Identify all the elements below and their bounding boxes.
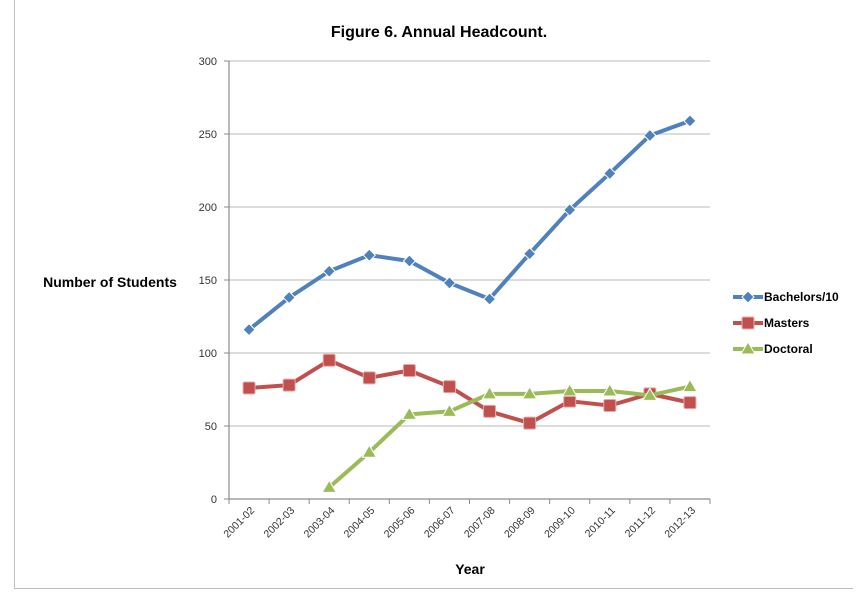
y-tick-label: 300: [199, 56, 217, 68]
series-line-doctoral: [327, 384, 691, 489]
x-tick-label: 2005-06: [382, 505, 418, 541]
data-point-doctoral: [401, 406, 418, 420]
y-tick-label: 200: [199, 202, 217, 214]
x-tick-label: 2010-11: [583, 505, 618, 540]
x-tick-label: 2004-05: [342, 505, 378, 541]
x-tick-label: 2008-09: [502, 505, 538, 541]
y-tick-label: 100: [199, 348, 217, 360]
x-tick-label: 2003-04: [302, 505, 338, 541]
data-point-bachelors-10: [282, 290, 296, 305]
x-tick-label: 2002-03: [262, 505, 298, 541]
data-point-doctoral: [321, 479, 338, 493]
x-axis-label: Year: [455, 561, 485, 577]
data-point-masters: [483, 404, 497, 418]
legend-label-masters: Masters: [764, 316, 810, 330]
data-point-masters: [563, 394, 577, 408]
data-point-bachelors-10: [563, 203, 577, 217]
series-doctoral: [321, 378, 698, 493]
data-point-bachelors-10: [643, 128, 657, 143]
legend-label-bachelors-10: Bachelors/10: [764, 290, 839, 304]
series-line-masters: [248, 358, 691, 426]
x-tick-label: 2011-12: [623, 505, 658, 540]
data-point-doctoral: [521, 385, 538, 400]
legend-marker-masters: [741, 316, 755, 330]
chart-title: Figure 6. Annual Headcount.: [331, 24, 547, 41]
x-tick-label: 2001-02: [221, 505, 257, 541]
x-tick-label: 2007-08: [462, 505, 498, 541]
data-point-bachelors-10: [482, 292, 497, 306]
data-point-doctoral: [682, 378, 698, 393]
data-point-doctoral: [481, 385, 498, 400]
data-point-masters: [523, 416, 537, 430]
data-point-doctoral: [361, 444, 378, 458]
data-point-masters: [402, 364, 416, 378]
data-point-bachelors-10: [322, 264, 336, 278]
data-point-doctoral: [601, 382, 618, 397]
data-point-masters: [242, 381, 256, 395]
x-tick-label: 2012-13: [662, 505, 698, 541]
series-line-bachelors-10: [247, 118, 691, 332]
series-masters: [242, 353, 697, 430]
data-point-bachelors-10: [402, 254, 417, 268]
y-tick-label: 150: [199, 275, 217, 287]
data-point-doctoral: [642, 387, 658, 401]
y-tick-label: 0: [211, 494, 217, 506]
data-point-masters: [683, 396, 697, 410]
data-point-bachelors-10: [362, 248, 376, 262]
data-point-doctoral: [441, 403, 458, 417]
data-point-masters: [282, 378, 296, 392]
y-tick-label: 250: [199, 129, 217, 141]
data-point-bachelors-10: [442, 276, 457, 290]
data-point-doctoral: [561, 382, 578, 397]
series-bachelors-10: [242, 114, 697, 337]
chart-frame: [14, 0, 853, 589]
data-point-masters: [362, 371, 376, 385]
y-tick-label: 50: [205, 421, 217, 433]
data-point-masters: [442, 380, 456, 394]
x-tick-label: 2006-07: [422, 505, 458, 541]
data-point-bachelors-10: [522, 247, 537, 261]
y-axis-label: Number of Students: [43, 274, 177, 290]
data-point-bachelors-10: [683, 114, 697, 128]
legend-marker-doctoral: [740, 341, 756, 355]
data-point-bachelors-10: [242, 322, 256, 337]
legend-label-doctoral: Doctoral: [764, 342, 813, 356]
x-tick-label: 2009-10: [542, 505, 578, 541]
data-point-masters: [603, 399, 617, 413]
data-point-bachelors-10: [603, 166, 617, 181]
legend-marker-bachelors-10: [741, 290, 755, 304]
data-point-masters: [322, 353, 336, 367]
